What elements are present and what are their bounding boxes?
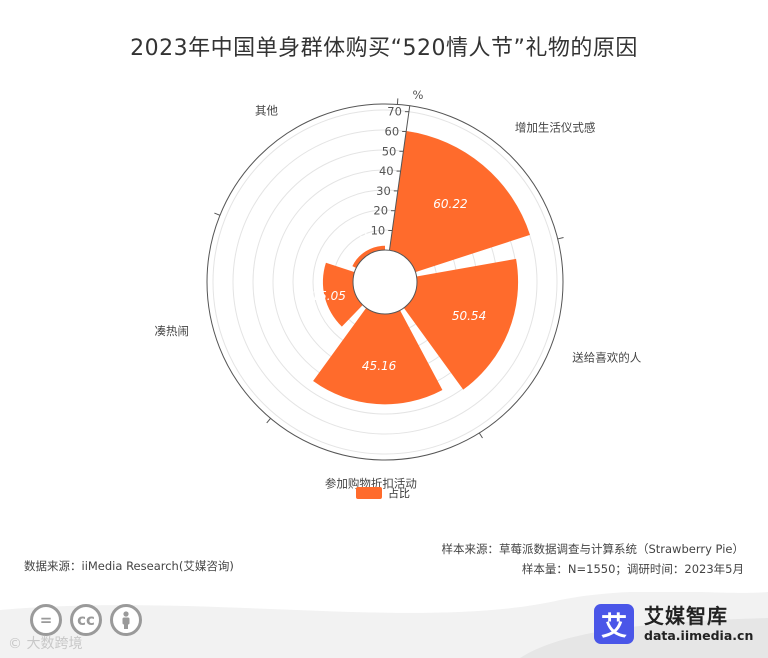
grid-circle <box>212 109 558 455</box>
brand-url: data.iimedia.cn <box>644 628 754 643</box>
radial-tick-label: 40 <box>379 164 394 178</box>
bar-2 <box>313 307 443 405</box>
radial-tick-label: 60 <box>385 124 400 138</box>
data-label-4: 2.15 <box>341 226 368 240</box>
radial-tick-label: 20 <box>373 204 388 218</box>
center-hole <box>352 249 418 315</box>
license-icons: = cc <box>30 604 142 636</box>
sample-source: 样本来源：草莓派数据调查与计算系统（Strawberry Pie） <box>441 542 744 556</box>
radial-axis-unit: % <box>413 88 424 102</box>
category-label-0: 增加生活仪式感 <box>515 120 596 134</box>
sample-size: 样本量：N=1550；调研时间：2023年5月 <box>521 562 744 576</box>
brand-logo: 艾 <box>594 604 634 644</box>
data-label-3: 15.05 <box>312 289 346 303</box>
bottom-band <box>0 592 768 658</box>
outer-ring <box>206 103 564 461</box>
ring-tick <box>478 432 483 439</box>
legend-swatch <box>356 487 382 499</box>
grid-circle <box>232 129 538 435</box>
bar-4 <box>352 245 385 268</box>
radial-tick-label: 10 <box>371 224 386 238</box>
bars-layer <box>313 131 530 405</box>
person-icon <box>110 604 142 636</box>
ring-tick <box>557 237 564 240</box>
equals-icon: = <box>30 604 62 636</box>
category-label-3: 凑热闹 <box>155 324 190 338</box>
legend[interactable]: 占比 <box>356 485 410 501</box>
ring-tick <box>214 212 221 216</box>
data-label-2: 45.16 <box>362 359 397 373</box>
category-label-1: 送给喜欢的人 <box>572 351 641 365</box>
radial-tick-label: 70 <box>387 105 402 119</box>
data-label-1: 50.54 <box>452 309 486 323</box>
brand-name: 艾媒智库 <box>644 604 728 628</box>
watermark: © 大数跨境 <box>8 636 83 652</box>
cc-icon: cc <box>70 604 102 636</box>
legend-label: 占比 <box>388 487 410 500</box>
category-label-4: 其他 <box>255 104 278 118</box>
category-label-2: 参加购物折扣活动 <box>325 477 417 491</box>
radial-tick-label: 50 <box>382 144 397 158</box>
radial-axis-line <box>388 105 411 251</box>
data-source: 数据来源：iiMedia Research(艾媒咨询) <box>24 559 234 573</box>
chart-title: 2023年中国单身群体购买“520情人节”礼物的原因 <box>130 36 638 61</box>
radial-tick-label: 30 <box>376 184 391 198</box>
sample-info-block: 样本来源：草莓派数据调查与计算系统（Strawberry Pie） 样本量：N=… <box>441 539 744 579</box>
axis-layer: 10 20 30 40 50 60 70% <box>371 88 424 251</box>
ring-tick <box>266 418 271 424</box>
bar-0 <box>389 131 530 273</box>
data-label-0: 60.22 <box>433 197 467 211</box>
bar-1 <box>403 258 519 390</box>
labels-layer: 60.22 增加生活仪式感 50.54 送给喜欢的人 45.16 参加购物折扣活动 15.0… <box>155 104 642 491</box>
brand[interactable]: 艾 艾媒智库 data.iimedia.cn <box>594 604 753 644</box>
